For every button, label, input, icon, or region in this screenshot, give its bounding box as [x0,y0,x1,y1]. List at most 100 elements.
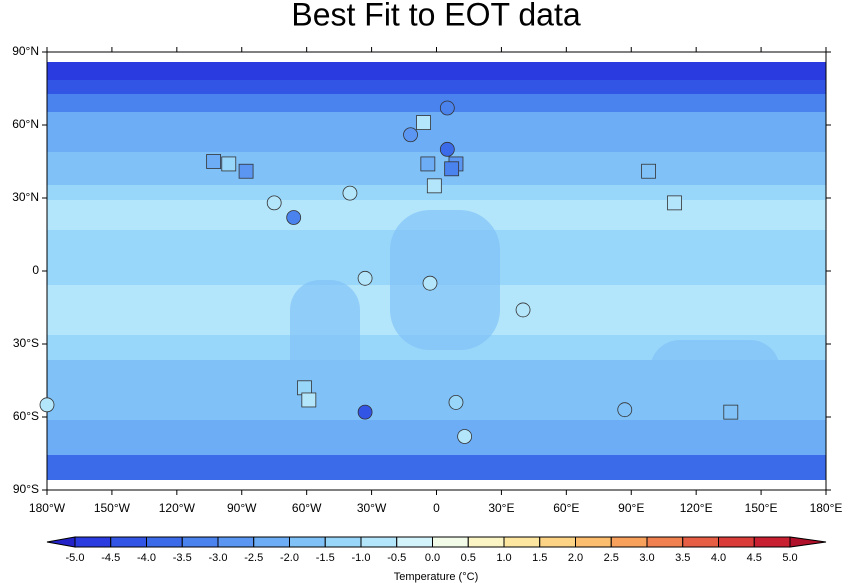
land-region [390,210,500,350]
data-circle [422,275,438,291]
x-tick-label: 150°W [94,501,131,515]
x-tick-label: 60°W [292,501,322,515]
colorbar-box [110,536,147,548]
colorbar-box [253,536,290,548]
data-square [221,156,237,172]
colorbar-box [753,536,791,548]
colorbar-label: 1.0 [496,552,511,564]
data-circle [617,402,633,418]
x-tick-label: 120°E [680,501,713,515]
land-region [650,340,780,420]
data-circle [286,210,302,225]
colorbar-box [682,536,719,548]
x-tick-label: 0 [433,501,440,515]
colorbar-box [74,536,112,548]
chart-title: Best Fit to EOT data [291,0,581,32]
colorbar-box [324,536,362,548]
colorbar-label: -4.5 [101,552,120,564]
colorbar-box [503,536,541,548]
data-circle [403,127,418,143]
x-tick-label: 90°E [618,501,644,515]
colorbar-label: 3.5 [675,552,690,564]
colorbar-label: 1.5 [532,552,547,564]
colorbar-box [610,536,648,548]
x-tick-label: 150°E [745,501,778,515]
colorbar-box [539,536,576,548]
colorbar-box [575,536,612,548]
colorbar-label: 5.0 [782,552,797,564]
y-tick-label: 90°S [13,482,39,496]
colorbar-label: -2.0 [280,552,299,564]
colorbar-label: -1.0 [352,552,371,564]
colorbar-label: -5.0 [66,552,85,564]
colorbar-box [146,536,183,548]
x-tick-label: 180°E [810,501,843,515]
colorbar-end [789,536,827,548]
x-tick-label: 30°E [488,501,514,515]
colorbar-label: 2.5 [604,552,619,564]
data-circle [342,185,358,201]
x-tick-label: 60°E [553,501,579,515]
colorbar-label: -3.5 [173,552,192,564]
band [47,80,826,94]
data-square [238,163,254,179]
colorbar-box [646,536,684,548]
data-circle [357,270,373,286]
colorbar-end [46,536,76,548]
data-circle [515,302,531,318]
colorbar-label: -1.5 [316,552,335,564]
colorbar-box [181,536,219,548]
band [47,94,826,112]
y-tick-label: 90°N [12,44,39,58]
band [47,112,826,152]
y-tick-label: 30°N [12,190,39,204]
x-tick-label: 90°W [227,501,257,515]
data-circle [357,404,373,420]
x-tick-label: 120°W [159,501,196,515]
colorbar-label: -4.0 [137,552,156,564]
data-square [641,163,656,179]
land-region [290,280,360,400]
y-tick-label: 60°N [12,117,39,131]
colorbar-label: -3.0 [209,552,228,564]
y-tick-label: 0 [32,263,39,277]
y-tick-label: 30°S [13,336,39,350]
colorbar-label: 3.0 [639,552,654,564]
band [47,455,826,480]
data-square [416,115,431,130]
y-tick-label: 60°S [13,409,39,423]
data-circle [266,195,282,211]
colorbar-label: 0.0 [425,552,440,564]
data-square [723,404,739,420]
data-square [426,178,442,194]
colorbar-box [396,536,433,548]
data-circle [39,397,55,413]
colorbar-label: -0.5 [387,552,406,564]
data-circle [439,141,455,157]
colorbar-box [360,536,398,548]
band [47,62,826,80]
data-circle [448,394,464,410]
data-square [206,154,222,169]
data-square [444,161,460,177]
colorbar-title: Temperature (°C) [394,571,478,583]
x-tick-label: 180°W [29,501,66,515]
colorbar-label: 0.5 [461,552,476,564]
x-tick-label: 30°W [357,501,387,515]
data-square [301,392,317,408]
band [47,420,826,455]
colorbar-label: 4.0 [711,552,726,564]
colorbar-box [467,536,505,548]
colorbar-label: 2.0 [568,552,583,564]
data-circle [439,100,455,116]
colorbar-box [217,536,255,548]
colorbar-box [289,536,326,548]
data-circle [457,429,473,444]
colorbar-box [718,536,755,548]
colorbar-box [432,536,469,548]
data-square [667,195,682,211]
data-square [420,156,436,172]
map-background [47,62,826,480]
colorbar-label: 4.5 [747,552,762,564]
